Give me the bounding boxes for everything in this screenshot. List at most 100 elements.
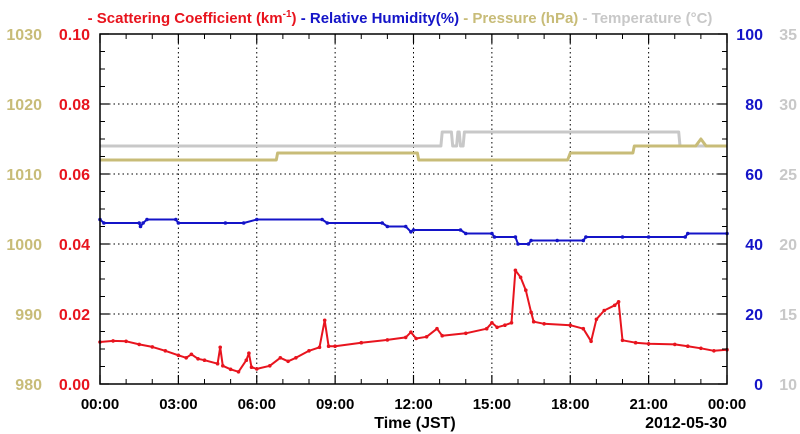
- data-point: [542, 322, 546, 326]
- x-tick-label: 00:00: [708, 396, 746, 413]
- data-point: [616, 300, 621, 304]
- data-point: [218, 345, 222, 350]
- data-point: [254, 217, 259, 222]
- data-point: [247, 351, 251, 356]
- pressure-axis-label: 1000: [6, 237, 42, 254]
- scattering-axis-label: 0.06: [59, 167, 90, 184]
- data-point: [380, 221, 385, 225]
- date-label: 2012-05-30: [645, 415, 727, 432]
- data-point: [581, 238, 586, 243]
- humidity-axis-label: 100: [736, 27, 763, 44]
- data-point: [490, 321, 494, 325]
- data-point: [673, 342, 677, 347]
- x-tick-label: 15:00: [473, 396, 511, 413]
- series-pressure: [100, 137, 727, 162]
- humidity-axis-label: 60: [745, 167, 763, 184]
- data-point: [320, 217, 324, 222]
- data-point: [385, 338, 390, 342]
- data-point: [495, 325, 499, 330]
- data-point: [503, 323, 507, 328]
- data-point: [223, 221, 228, 225]
- data-point: [513, 268, 518, 273]
- data-point: [322, 318, 327, 323]
- data-point: [509, 321, 514, 325]
- temperature-axis-label: 25: [779, 167, 797, 184]
- data-point: [492, 235, 497, 239]
- humidity-axis-label: 20: [745, 307, 763, 324]
- pressure-axis-label: 1020: [6, 97, 42, 114]
- data-point: [403, 335, 408, 340]
- data-point: [176, 221, 181, 225]
- data-point: [484, 326, 489, 331]
- data-point: [317, 345, 322, 350]
- grid: [100, 34, 727, 384]
- data-point: [513, 235, 518, 239]
- x-tick-label: 21:00: [629, 396, 667, 413]
- data-point: [150, 345, 155, 349]
- temperature-axis-label: 10: [779, 377, 797, 394]
- pressure-axis-label: 1010: [6, 167, 42, 184]
- legend-label-0: Scattering Coefficient (km: [97, 10, 283, 27]
- data-point: [268, 364, 272, 368]
- scattering-axis-label: 0.08: [59, 97, 90, 114]
- scattering-axis-label: 0.10: [59, 27, 90, 44]
- data-point: [236, 370, 241, 374]
- data-point: [414, 336, 418, 341]
- data-point: [712, 349, 716, 353]
- data-point: [633, 340, 638, 345]
- data-point: [529, 310, 533, 315]
- data-point: [602, 308, 606, 313]
- data-point: [137, 221, 141, 225]
- data-point: [196, 357, 200, 361]
- scattering-axis-label: 0.04: [59, 237, 90, 254]
- data-point: [555, 238, 559, 243]
- data-point: [411, 228, 416, 232]
- legend-dash-1: -: [297, 10, 310, 27]
- x-axis-label: Time (JST): [374, 415, 456, 432]
- data-point: [141, 221, 145, 225]
- humidity-axis-label: 0: [754, 377, 763, 394]
- legend: - Scattering Coefficient (km-1) - Relati…: [88, 9, 713, 27]
- data-point: [435, 326, 439, 331]
- data-point: [526, 242, 531, 246]
- series-line: [100, 130, 727, 148]
- pressure-axis-label: 1030: [6, 27, 42, 44]
- x-tick-label: 00:00: [81, 396, 119, 413]
- data-point: [683, 235, 687, 239]
- data-point: [138, 224, 143, 229]
- legend-label-2: Pressure (hPa): [472, 10, 578, 27]
- data-point: [464, 231, 468, 236]
- data-point: [529, 238, 533, 243]
- series-temperature: [100, 130, 727, 148]
- data-point: [531, 319, 536, 324]
- data-point: [294, 356, 298, 360]
- legend-dash-3: -: [578, 10, 591, 27]
- data-point: [326, 344, 331, 349]
- data-point: [490, 231, 494, 236]
- data-point: [686, 344, 690, 349]
- data-point: [646, 235, 651, 239]
- data-point: [385, 224, 390, 229]
- data-point: [124, 339, 128, 344]
- data-point: [589, 339, 593, 344]
- data-point: [594, 317, 599, 322]
- x-tick-label: 18:00: [551, 396, 589, 413]
- data-point: [163, 349, 168, 353]
- data-point: [286, 359, 290, 364]
- data-point: [325, 221, 330, 225]
- data-point: [646, 342, 651, 346]
- data-point: [228, 367, 233, 372]
- series-layer: [98, 130, 729, 374]
- data-point: [359, 340, 364, 345]
- data-point: [424, 335, 429, 339]
- x-tick-label: 09:00: [316, 396, 354, 413]
- series-relative-humidity: [98, 217, 729, 246]
- temperature-axis-label: 35: [779, 27, 797, 44]
- data-point: [184, 356, 188, 360]
- legend-after-0: ): [292, 10, 297, 27]
- data-point: [620, 235, 625, 239]
- data-point: [518, 275, 523, 280]
- data-point: [244, 358, 249, 363]
- data-point: [145, 217, 149, 222]
